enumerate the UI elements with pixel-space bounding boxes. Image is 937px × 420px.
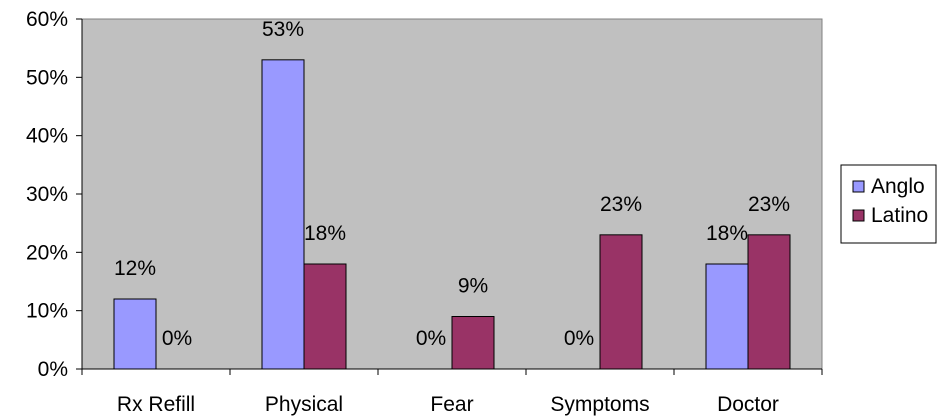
y-tick-label: 20%	[26, 241, 68, 264]
legend: Anglo Latino	[840, 164, 937, 244]
y-tick-label: 10%	[26, 300, 68, 323]
legend-box	[840, 164, 937, 244]
y-tick-label: 40%	[26, 125, 68, 148]
data-label-anglo: 53%	[262, 18, 304, 41]
data-label-latino: 18%	[304, 222, 346, 245]
y-axis-ticks: 0% 10% 20% 30% 40% 50% 60%	[26, 8, 82, 381]
bars-group	[113, 59, 791, 370]
data-label-anglo: 18%	[706, 222, 748, 245]
x-category-label: Fear	[430, 393, 473, 416]
plot-area	[81, 18, 823, 370]
x-category-label: Rx Refill	[117, 393, 195, 416]
legend-swatch-latino	[852, 209, 865, 222]
x-category-label: Doctor	[717, 393, 779, 416]
bar-anglo-rx-refill	[113, 298, 157, 370]
bar-anglo-doctor	[705, 263, 749, 370]
data-labels-group: 12% 53% 0% 0% 18% 0% 18% 9% 23% 23%	[114, 18, 790, 350]
legend-swatch-anglo	[852, 180, 865, 193]
x-category-label: Symptoms	[550, 393, 649, 416]
x-category-label: Physical	[265, 393, 343, 416]
data-label-latino: 23%	[600, 193, 642, 216]
y-tick-label: 30%	[26, 183, 68, 206]
data-label-latino: 9%	[458, 275, 488, 298]
bar-latino-doctor	[747, 234, 791, 370]
data-label-latino: 23%	[748, 193, 790, 216]
bar-anglo-physical	[261, 59, 305, 370]
legend-label-anglo: Anglo	[871, 175, 925, 198]
legend-label-latino: Latino	[871, 204, 928, 227]
bar-latino-physical	[303, 263, 347, 370]
bar-latino-fear	[451, 316, 495, 370]
data-label-latino: 0%	[162, 327, 192, 350]
x-axis-ticks: Rx Refill Physical Fear Symptoms Doctor	[81, 369, 823, 416]
data-label-anglo: 0%	[564, 327, 594, 350]
y-tick-label: 0%	[38, 358, 68, 381]
y-tick-label: 60%	[26, 8, 68, 31]
data-label-anglo: 0%	[416, 327, 446, 350]
y-tick-label: 50%	[26, 66, 68, 89]
data-label-anglo: 12%	[114, 257, 156, 280]
bar-latino-symptoms	[599, 234, 643, 370]
